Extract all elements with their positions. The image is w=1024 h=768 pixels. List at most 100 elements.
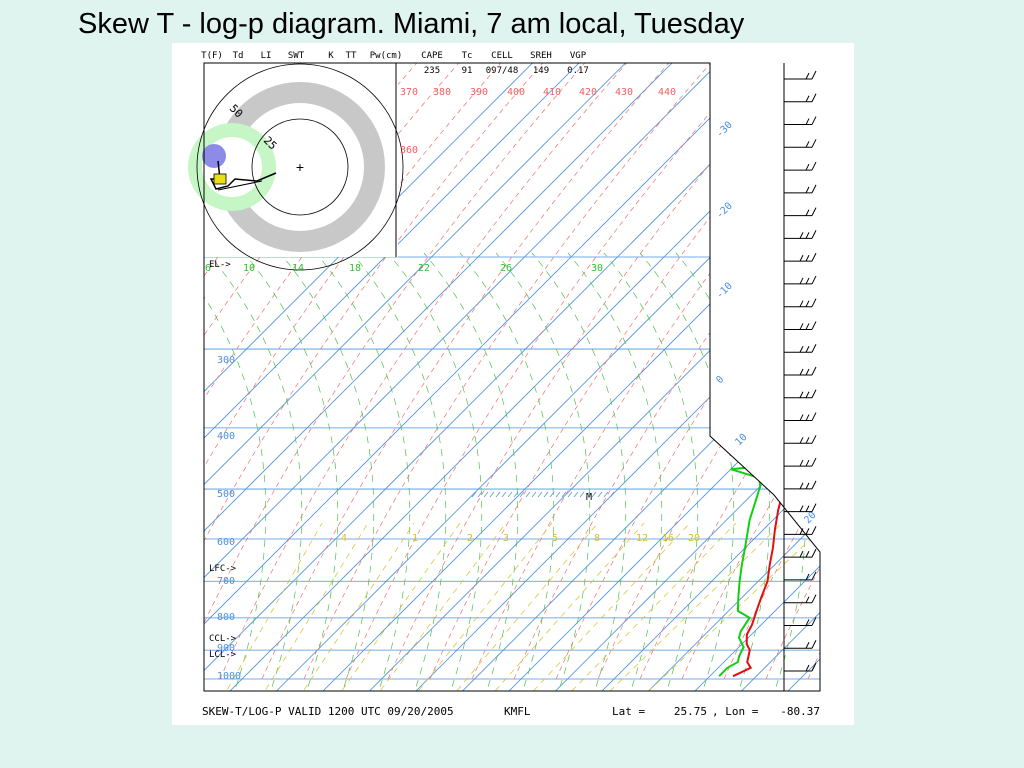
barb-flag [799,323,804,330]
isotherm-line [204,63,688,691]
barb-flag [805,619,810,626]
barb-flag [805,642,810,649]
temperature-label: -30 [714,120,735,141]
barb-flag [805,550,810,558]
dry-adiabat [723,63,820,680]
wind-barb [784,70,817,80]
barb-flag [805,437,810,444]
wind-barb [784,93,817,103]
footer-lat-label: Lat = [612,705,645,718]
barb-flag [811,70,817,80]
footer-lon: -80.37 [780,705,820,718]
theta-label: 430 [615,87,633,98]
theta-label: 410 [543,87,561,98]
barb-flag [805,232,810,239]
hatch-mark [495,491,501,498]
mixing-ratio-label: 16 [662,533,674,544]
barb-flag [811,526,817,535]
index-value: 149 [533,66,549,76]
index-header: VGP [570,51,587,61]
barb-flag [805,664,810,672]
wind-barb [784,298,817,308]
isotherm-line [693,63,820,691]
barb-flag [799,391,804,398]
barb-flag [811,93,817,102]
barb-flag [811,389,817,398]
barb-flag [799,459,804,467]
isotherm-line [460,63,820,691]
hatch-mark [489,491,495,498]
barb-flag [805,368,810,376]
barb-flag [805,209,810,216]
dry-adiabat [513,63,820,680]
barb-flag [805,346,810,353]
dewpoint-trace [718,63,820,677]
barb-flag [811,457,817,467]
barb-flag [811,298,817,307]
barb-flag [805,186,810,194]
mixing-ratio-line [373,522,507,691]
barb-flag [805,254,810,262]
hatch-mark [609,491,615,498]
hatch-mark [585,491,591,498]
footer-lon-label: , Lon = [712,705,759,718]
hatch-mark [531,491,537,498]
index-header: SWT [288,51,305,61]
barb-flag [811,116,817,125]
skewt-diagram: T(F)TdLISWTKTTPw(cm)CAPETcCELLSREHVGP757… [188,51,821,718]
mixing-ratio-label: 2 [467,533,473,544]
dry-adiabat [219,63,641,680]
level-marker: LFC-> [209,564,237,574]
pressure-label: 700 [217,576,235,587]
hatch-mark [591,491,597,498]
mixing-ratio-label: 12 [636,533,648,544]
dry-adiabat [204,63,515,680]
barb-flag [811,161,817,171]
theta-e-label: 18 [349,263,361,274]
moist-adiabat [315,252,411,691]
wind-barb [784,344,817,353]
barb-flag [799,346,804,353]
theta-label: 390 [470,87,488,98]
isotherm-line [739,63,820,691]
hodograph-ring-50 [196,63,404,271]
hatch-mark [573,491,579,498]
barb-flag [799,482,804,490]
barb-flag [811,252,817,262]
moist-adiabat [204,252,267,691]
footer-lat: 25.75 [674,705,707,718]
wind-barb [784,389,817,399]
footer-station: KMFL [504,705,531,718]
dry-adiabat [261,63,683,680]
theta-e-label: 26 [500,263,512,274]
hatch-mark [567,491,573,498]
isotherm-line [204,63,595,691]
wind-barb [784,571,817,581]
barb-flag [811,617,817,626]
barb-flag [805,141,810,148]
wind-barb [784,662,817,672]
pressure-label: 300 [217,355,235,366]
barb-flag [805,528,810,535]
isotherm-line [204,63,641,691]
moist-adiabat [711,252,807,691]
hatch-mark [501,491,507,498]
wind-barb [784,412,817,422]
temperature-label: 10 [733,432,749,448]
mean-wind-marker: M [586,492,592,503]
barb-flag [811,503,817,512]
wind-barbs [784,70,817,672]
barb-flag [805,300,810,307]
wind-barb [784,366,817,376]
isotherm-line [600,63,820,691]
isotherm-line [507,63,820,691]
mixing-ratio-line [601,522,783,691]
dry-adiabat [681,63,820,680]
barb-flag [811,571,817,581]
plot-border [203,62,821,692]
wind-barb [784,230,817,239]
index-header: Pw(cm) [370,51,403,61]
barb-flag [811,548,817,558]
wind-barb [784,275,817,285]
theta-label: 360 [400,145,418,156]
